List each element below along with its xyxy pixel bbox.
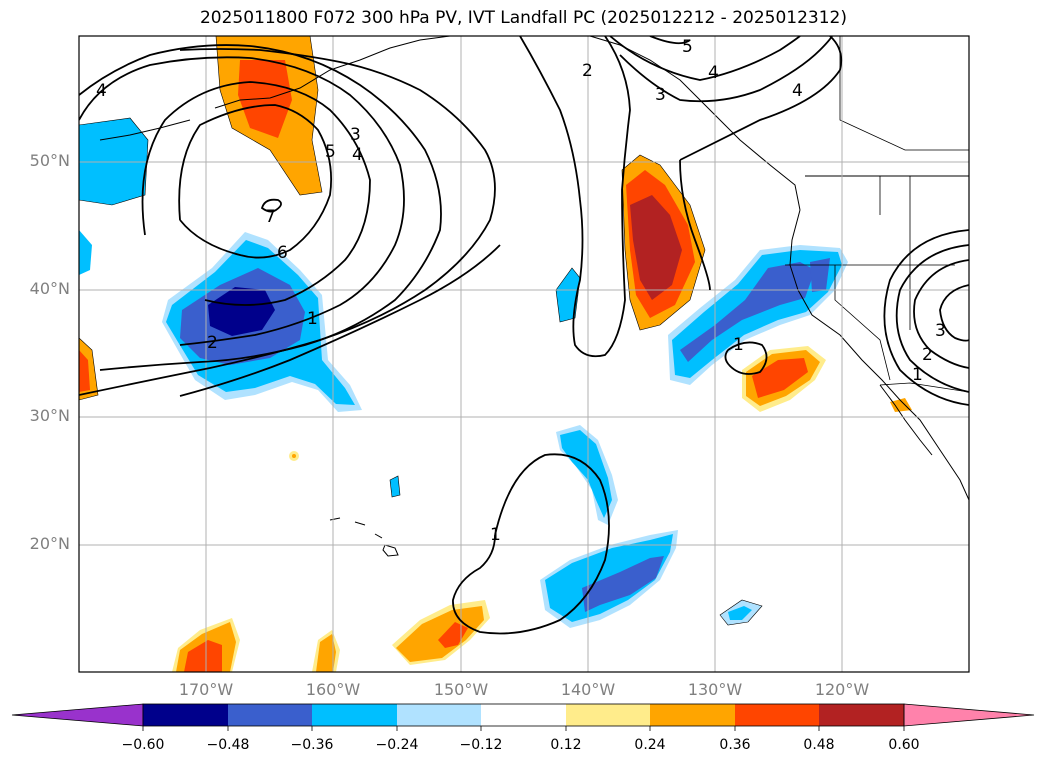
contour-label: 2 (582, 61, 593, 81)
contour-label: 5 (325, 142, 336, 162)
contour-2-mid (519, 36, 631, 358)
neg-blob-ca-2 (680, 262, 815, 362)
plot-frame (78, 35, 970, 673)
map-title: 2025011800 F072 300 hPa PV, IVT Landfall… (199, 8, 847, 28)
contour-4-ne (609, 36, 801, 81)
colorbar-tick-label: 0.24 (634, 737, 666, 753)
contour-label: 4 (792, 81, 803, 101)
contour-label: 3 (350, 125, 361, 145)
neg-blob-streak-1 (560, 430, 612, 518)
neg-blob-hawaii (389, 475, 401, 498)
lat-label: 40°N (29, 279, 70, 298)
contour-label: 1 (490, 525, 501, 545)
colorbar-max-arrow (903, 703, 1035, 727)
contour-label: 3 (935, 321, 946, 341)
pos-blob-north-core (238, 60, 292, 138)
contour-label: 5 (682, 37, 693, 57)
neg-blob-w (79, 230, 92, 275)
colorbar-tick-label: 0.36 (719, 737, 751, 753)
lat-label: 20°N (29, 534, 70, 553)
contour-5 (141, 81, 371, 306)
contour-label: 2 (207, 333, 218, 353)
contour-4 (79, 56, 405, 346)
contour-1-ne (679, 36, 843, 291)
contour-labels: 4 3 5 4 7 6 2 1 2 5 4 3 4 1 1 2 3 1 (96, 37, 946, 545)
pos-blob-w-core (79, 350, 90, 392)
colorbar-tick-label: −0.60 (121, 737, 165, 753)
neg-blob-ca-3 (810, 258, 830, 292)
contour-1-small (724, 341, 768, 375)
lon-label: 170°W (178, 680, 234, 699)
hawaii-islands (329, 517, 399, 557)
contour-1-south (452, 453, 610, 635)
lon-label: 130°W (687, 680, 743, 699)
contour-2 (79, 48, 496, 396)
contour-5-ne (649, 36, 691, 45)
colorbar-tick-label: −0.36 (290, 737, 334, 753)
lat-label: 30°N (29, 406, 70, 425)
shading-layer (79, 36, 912, 672)
lat-label: 50°N (29, 151, 70, 170)
colorbar-tick-label: 0.60 (888, 737, 920, 753)
lon-label: 140°W (560, 680, 616, 699)
colorbar-tick-label: 0.48 (803, 737, 835, 753)
contour-3 (79, 44, 442, 371)
colorbar-tick-label: −0.24 (375, 737, 419, 753)
contour-1a (179, 244, 501, 397)
contour-label: 7 (265, 207, 276, 227)
canada-borders (839, 36, 969, 151)
colorbar (11, 703, 1035, 731)
contour-label: 4 (352, 145, 363, 165)
lon-label: 160°W (305, 680, 361, 699)
contour-3-ne (619, 36, 833, 103)
bc-coast (589, 36, 801, 211)
lon-label: 150°W (433, 680, 489, 699)
neg-blob-south-2 (582, 556, 664, 612)
colorbar-tick-label: −0.12 (459, 737, 503, 753)
contour-label: 1 (733, 335, 744, 355)
contour-6 (178, 104, 333, 259)
lon-label: 120°W (814, 680, 870, 699)
contour-7 (260, 198, 282, 213)
alaska-coast (214, 36, 451, 109)
contour-east (913, 259, 969, 369)
pv-contours (79, 36, 969, 635)
pos-blob-socal-2 (752, 358, 808, 398)
baja-coast (879, 384, 933, 456)
contour-label: 1 (912, 365, 923, 385)
colorbar-min-arrow (11, 703, 144, 727)
coastline-layer (99, 36, 969, 557)
pos-blob-sw-2 (184, 640, 222, 672)
contour-label: 3 (655, 85, 666, 105)
contour-label: 2 (922, 345, 933, 365)
contour-label: 4 (708, 63, 719, 83)
neg-blob-central-3 (208, 287, 275, 336)
contour-label: 1 (307, 309, 318, 329)
colorbar-tick-label: 0.12 (550, 737, 582, 753)
pos-blob-baja (890, 398, 912, 412)
colorbar-tick-label: −0.48 (206, 737, 250, 753)
state-borders (785, 176, 955, 381)
contour-label: 4 (96, 81, 107, 101)
pos-blob-ridge-3 (630, 195, 682, 300)
contour-label: 6 (277, 243, 288, 263)
pos-blob-south-1 (396, 606, 484, 662)
